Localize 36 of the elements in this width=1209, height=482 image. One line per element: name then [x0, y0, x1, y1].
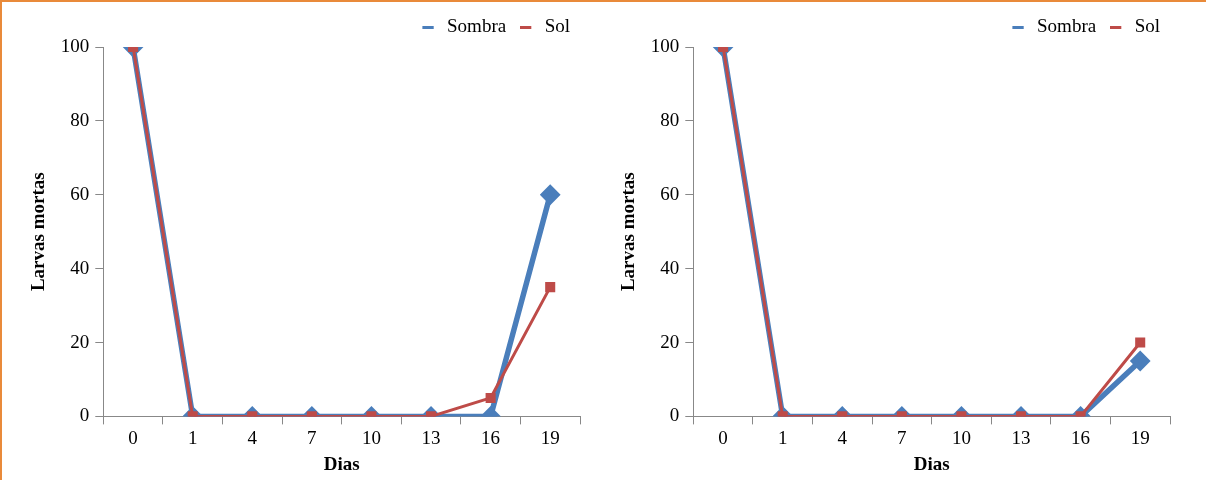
- legend-label: Sol: [1134, 15, 1161, 37]
- x-tick-label: 0: [128, 426, 138, 448]
- legend-label: Sol: [544, 15, 571, 37]
- x-tick-label: 10: [951, 426, 971, 448]
- x-tick-label: 10: [361, 426, 381, 448]
- x-tick-label: 7: [897, 426, 907, 448]
- y-tick-label: 100: [650, 34, 680, 56]
- legend-label: Sombra: [1037, 15, 1097, 37]
- y-tick-label: 100: [60, 34, 90, 56]
- x-tick-label: 19: [540, 426, 560, 448]
- x-tick-label: 1: [187, 426, 198, 448]
- y-tick-label: 0: [79, 404, 90, 426]
- y-tick-label: 0: [669, 404, 680, 426]
- x-tick-label: 4: [837, 426, 848, 448]
- y-tick-label: 40: [70, 256, 90, 278]
- x-tick-label: 13: [1011, 426, 1031, 448]
- x-tick-label: 16: [1071, 426, 1091, 448]
- y-axis-title: Larvas mortas: [27, 172, 49, 292]
- y-tick-label: 80: [70, 108, 90, 130]
- y-axis-title: Larvas mortas: [617, 172, 639, 292]
- x-tick-label: 19: [1130, 426, 1150, 448]
- y-tick-label: 80: [660, 108, 680, 130]
- y-tick-label: 20: [660, 330, 680, 352]
- y-tick-label: 60: [660, 182, 680, 204]
- y-tick-label: 20: [70, 330, 90, 352]
- y-tick-label: 60: [70, 182, 90, 204]
- x-tick-label: 0: [718, 426, 728, 448]
- x-axis-title: Dias: [913, 452, 950, 474]
- x-axis-title: Dias: [323, 452, 360, 474]
- y-tick-label: 40: [660, 256, 680, 278]
- x-tick-label: 13: [421, 426, 441, 448]
- x-tick-label: 1: [777, 426, 788, 448]
- legend-label: Sombra: [447, 15, 507, 37]
- x-tick-label: 4: [247, 426, 258, 448]
- x-tick-label: 16: [481, 426, 501, 448]
- x-tick-label: 7: [307, 426, 317, 448]
